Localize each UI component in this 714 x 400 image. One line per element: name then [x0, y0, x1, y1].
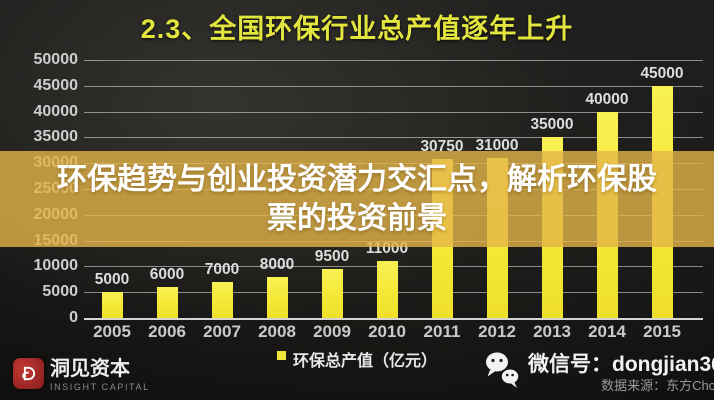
data-source: 数据来源：东方Choice	[601, 378, 714, 393]
chart-title: 2.3、全国环保行业总产值逐年上升	[140, 14, 574, 44]
x-axis-label-2005: 2005	[93, 322, 131, 341]
value-label-2007: 7000	[204, 260, 240, 278]
y-axis-label-0: 0	[69, 309, 78, 326]
value-label-2005: 5000	[94, 271, 130, 289]
bar-2009	[321, 269, 343, 318]
legend: 环保总产值（亿元）	[0, 347, 714, 371]
wechat-id: 微信号：dongjian360	[528, 353, 714, 376]
bar-2008	[266, 276, 288, 318]
brand-text: 洞见资本 INSIGHT CAPITAL	[50, 358, 150, 392]
value-label-2015: 45000	[640, 64, 684, 82]
legend-label: 环保总产值（亿元）	[292, 353, 437, 370]
y-axis-label-5000: 5000	[42, 283, 78, 301]
value-label-2006: 6000	[149, 266, 185, 283]
gridline-35000	[84, 137, 703, 139]
x-axis-label-2006: 2006	[148, 322, 186, 341]
value-label-2012: 31000	[475, 137, 519, 154]
bar-2007	[211, 281, 233, 318]
value-label-2008: 8000	[259, 255, 295, 273]
y-axis-label-40000: 40000	[33, 102, 79, 120]
x-axis-label-2014: 2014	[588, 322, 626, 341]
x-axis-label-2012: 2012	[478, 322, 516, 341]
brand-block: 洞见资本 INSIGHT CAPITAL	[13, 358, 150, 392]
brand-name-cn: 洞见资本	[50, 358, 130, 380]
wechat-block: 微信号：dongjian360 数据来源：东方Choice	[484, 350, 714, 394]
value-label-2014: 40000	[585, 90, 629, 108]
bar-2010	[376, 261, 398, 318]
overlay-banner: 环保趋势与创业投资潜力交汇点，解析环保股 票的投资前景	[0, 151, 714, 247]
gridline-45000	[84, 85, 703, 87]
overlay-text-line1: 环保趋势与创业投资潜力交汇点，解析环保股	[57, 163, 657, 196]
bar-2005	[101, 292, 123, 318]
brand-name-en: INSIGHT CAPITAL	[50, 382, 150, 392]
overlay-text-line2: 票的投资前景	[267, 202, 447, 235]
bar-2006	[156, 287, 178, 318]
x-axis-label-2011: 2011	[423, 322, 461, 341]
spiral-d-glyph	[22, 366, 35, 381]
legend-swatch-icon	[276, 351, 286, 360]
y-axis-label-50000: 50000	[33, 51, 79, 68]
value-label-2009: 9500	[314, 248, 350, 265]
x-axis-label-2009: 2009	[313, 322, 351, 341]
y-axis-label-10000: 10000	[33, 257, 79, 275]
y-axis-label-35000: 35000	[33, 128, 79, 146]
x-axis-label-2015: 2015	[643, 322, 681, 341]
insight-capital-logo-icon	[13, 358, 44, 389]
value-label-2013: 35000	[530, 116, 574, 134]
x-axis-label-2007: 2007	[203, 322, 241, 341]
wechat-icon	[486, 352, 519, 388]
gridline-40000	[84, 111, 703, 113]
x-axis-label-2008: 2008	[258, 322, 296, 341]
gridline-50000	[84, 60, 703, 61]
x-axis-label-2013: 2013	[533, 322, 571, 341]
y-axis-label-45000: 45000	[33, 76, 79, 94]
gridline-0	[84, 318, 703, 320]
x-axis-label-2010: 2010	[368, 322, 406, 341]
